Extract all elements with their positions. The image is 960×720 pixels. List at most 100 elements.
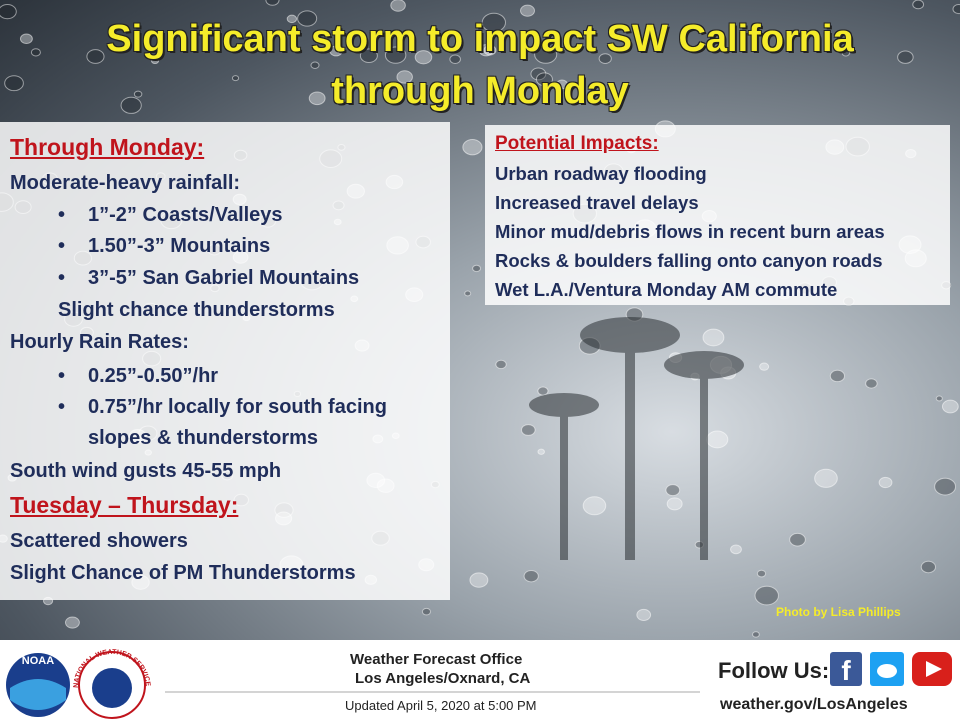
raindrop <box>730 544 742 555</box>
raindrop <box>829 369 846 383</box>
raindrop <box>865 378 878 389</box>
raindrop <box>310 61 320 69</box>
raindrop <box>120 96 142 114</box>
raindrop <box>472 264 482 273</box>
raindrop <box>666 497 683 511</box>
line: Scattered showers <box>10 530 188 552</box>
website[interactable]: weather.gov/LosAngeles <box>720 696 908 713</box>
raindrop <box>841 49 851 57</box>
raindrop <box>133 90 143 98</box>
updated: Updated April 5, 2020 at 5:00 PM <box>345 698 537 713</box>
impacts-panel: Potential Impacts: Urban roadway floodin… <box>485 125 950 305</box>
office-line: Los Angeles/Oxnard, CA <box>355 670 531 687</box>
raindrop <box>523 569 539 583</box>
impacts-heading: Potential Impacts: <box>495 133 659 154</box>
footer: NOAA NATIONAL WEATHER SERVICE f Weather … <box>0 640 960 720</box>
raindrop <box>912 0 925 10</box>
raindrop <box>0 4 17 20</box>
label: Hourly Rain Rates: <box>10 331 189 353</box>
raindrop <box>636 608 652 621</box>
raindrop <box>535 72 553 87</box>
raindrop <box>759 362 770 371</box>
raindrop <box>359 48 378 64</box>
raindrop <box>396 70 413 84</box>
raindrop <box>556 79 568 90</box>
raindrop <box>754 585 779 606</box>
raindrop <box>390 0 406 12</box>
wind-note: South wind gusts 45-55 mph <box>10 460 282 482</box>
forecast-panel: Through Monday: Moderate-heavy rainfall:… <box>0 122 450 600</box>
raindrop <box>706 430 729 449</box>
raindrop <box>702 328 725 347</box>
title-line: Significant storm to impact SW Californi… <box>106 18 854 60</box>
raindrop <box>897 50 914 64</box>
raindrop <box>495 359 507 370</box>
note: Slight chance thunderstorms <box>58 299 335 321</box>
section-heading: Through Monday: <box>10 134 205 160</box>
list-item: 0.75”/hr locally for south facing slopes… <box>88 396 387 449</box>
raindrop <box>329 45 343 57</box>
bullet: • <box>58 396 66 418</box>
raindrop <box>86 49 105 64</box>
raindrop <box>521 424 536 436</box>
raindrop <box>30 48 41 57</box>
facebook-glyph: f <box>841 655 851 686</box>
raindrop <box>481 12 506 33</box>
nws-inner <box>92 668 132 708</box>
list-item: 0.25”-0.50”/hr <box>88 365 219 387</box>
raindrop <box>530 67 547 81</box>
palm-silhouettes <box>529 317 744 560</box>
label: Moderate-heavy rainfall: <box>10 172 241 194</box>
raindrop <box>934 477 957 496</box>
raindrop <box>935 395 943 402</box>
bullet: • <box>58 204 66 226</box>
list-item: 1.50”-3” Mountains <box>88 235 271 257</box>
impact-item: Wet L.A./Ventura Monday AM commute <box>495 279 838 300</box>
raindrop <box>952 4 960 15</box>
impact-item: Urban roadway flooding <box>495 163 707 184</box>
raindrop <box>286 14 298 24</box>
raindrop <box>537 448 545 455</box>
raindrop <box>231 75 240 82</box>
raindrop <box>665 484 681 497</box>
bullet: • <box>58 267 66 289</box>
bullet: • <box>58 365 66 387</box>
raindrop <box>4 75 24 92</box>
twitter-glyph <box>877 664 897 678</box>
raindrop <box>789 532 806 547</box>
raindrop <box>469 572 489 588</box>
youtube-glyph <box>926 661 942 677</box>
noaa-wave <box>10 679 66 710</box>
raindrop <box>598 53 612 64</box>
impact-item: Rocks & boulders falling onto canyon roa… <box>495 250 883 271</box>
noaa-text: NOAA <box>22 655 54 667</box>
footer-graphics: NOAA NATIONAL WEATHER SERVICE f <box>6 649 952 719</box>
office-line: Weather Forecast Office <box>350 651 523 668</box>
raindrop <box>462 138 483 156</box>
impact-item: Minor mud/debris flows in recent burn ar… <box>495 221 885 242</box>
raindrop <box>537 386 549 396</box>
line: Slight Chance of PM Thunderstorms <box>10 562 356 584</box>
raindrop <box>265 0 280 6</box>
raindrop <box>756 569 767 578</box>
facebook-icon[interactable] <box>830 652 862 686</box>
section-heading: Tuesday – Thursday: <box>10 492 239 518</box>
raindrop <box>449 54 461 64</box>
raindrop <box>878 476 893 489</box>
title-line: through Monday <box>331 70 629 112</box>
raindrop <box>752 631 760 638</box>
follow-label: Follow Us: <box>718 658 830 683</box>
raindrop <box>297 10 318 27</box>
raindrop <box>941 399 959 414</box>
raindrop <box>64 616 80 629</box>
raindrop <box>582 496 607 516</box>
raindrop <box>308 91 326 106</box>
raindrop <box>421 607 432 616</box>
bullet: • <box>58 235 66 257</box>
raindrop <box>414 50 433 65</box>
raindrop <box>520 4 535 17</box>
impact-item: Increased travel delays <box>495 192 699 213</box>
raindrop <box>483 44 497 56</box>
raindrop <box>464 290 472 297</box>
